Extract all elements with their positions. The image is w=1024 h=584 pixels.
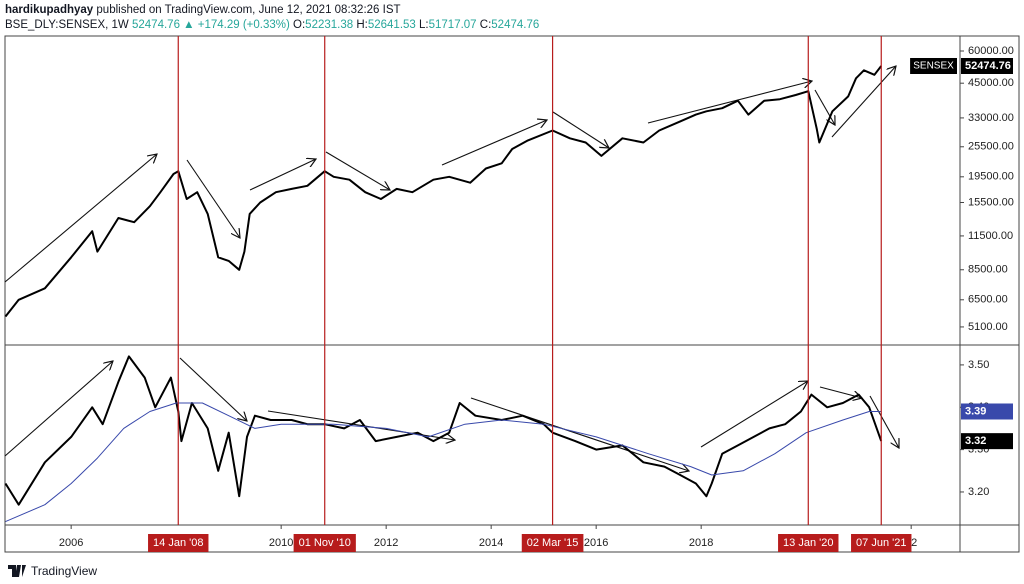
- trend-arrow: [179, 357, 247, 421]
- published: published on TradingView.com, June 12, 2…: [96, 4, 401, 16]
- change: ▲ +174.29 (+0.33%): [183, 19, 290, 31]
- x-tick-label: 2014: [479, 537, 503, 549]
- date-label: 14 Jan '08: [153, 537, 203, 549]
- brand-name: TradingView: [31, 564, 98, 578]
- date-label-bg: [778, 534, 839, 552]
- trend-arrow: [441, 120, 547, 166]
- header-line-2: BSE_DLY:SENSEX, 1W 52474.76 ▲ +174.29 (+…: [5, 19, 539, 31]
- brand: TradingView: [8, 564, 97, 578]
- price-tag: 52474.76: [965, 60, 1011, 72]
- date-label: 13 Jan '20: [783, 537, 833, 549]
- date-label-bg: [293, 534, 356, 552]
- chart: 60000.00 45000.00 33000.00 25500.00 19500.00…: [4, 35, 1020, 553]
- trend-arrow: [249, 159, 316, 191]
- y-tick-label: 6500.00: [968, 294, 1008, 306]
- c-label: C:: [479, 19, 492, 31]
- trend-arrow: [267, 410, 455, 440]
- price-tag-bg: [961, 57, 1013, 74]
- o-label: O:: [293, 19, 306, 31]
- date-label-bg: [851, 534, 912, 552]
- l-label: L:: [419, 19, 429, 31]
- trend-arrow: [700, 381, 808, 448]
- h-label: H:: [356, 19, 368, 31]
- series-name-tag: SENSEX: [913, 61, 954, 72]
- series-name-bg: [910, 57, 957, 74]
- y-tick-label: 8500.00: [968, 264, 1008, 276]
- trend-arrow: [325, 151, 390, 190]
- y-tick-label: 60000.00: [968, 45, 1014, 57]
- price-tag: 3.32: [965, 435, 986, 447]
- series-line: [5, 402, 882, 523]
- y-tick-label: 3.50: [968, 359, 989, 371]
- trend-arrow: [552, 111, 609, 148]
- trend-arrow: [4, 154, 157, 283]
- y-tick-label: 5100.00: [968, 321, 1008, 333]
- trend-arrow: [647, 81, 812, 124]
- y-tick-label: 11500.00: [968, 230, 1013, 242]
- y-tick-label: 33000.00: [968, 112, 1014, 124]
- x-tick-label: 2006: [59, 537, 83, 549]
- x-tick-label: 2012: [374, 537, 398, 549]
- date-label-bg: [521, 534, 584, 552]
- trend-arrow: [831, 66, 896, 138]
- y-tick-label: 3.20: [968, 486, 989, 498]
- x-tick-label: 2010: [269, 537, 293, 549]
- date-label: 01 Nov '10: [299, 537, 351, 549]
- price-tag-bg: [961, 403, 1013, 420]
- header-line-1: hardikupadhyay published on TradingView.…: [5, 4, 401, 16]
- series-line: [4, 65, 882, 318]
- trend-arrow: [4, 361, 113, 457]
- x-tick-label: 2016: [584, 537, 608, 549]
- trend-arrow: [186, 159, 240, 238]
- y-tick-label: 15500.00: [968, 196, 1014, 208]
- close: 52474.76: [491, 19, 540, 31]
- trend-arrow: [814, 89, 835, 125]
- brand-logo: [8, 565, 26, 577]
- y-tick-label: 45000.00: [968, 77, 1014, 89]
- date-label: 07 Jun '21: [856, 537, 906, 549]
- symbol: BSE_DLY:SENSEX, 1W: [5, 19, 129, 31]
- low: 51717.07: [428, 19, 477, 31]
- y-tick-label: 19500.00: [968, 171, 1014, 183]
- open: 52231.38: [305, 19, 354, 31]
- annotation-arrows: [4, 66, 899, 471]
- series-line: [4, 355, 883, 506]
- price: 52474.76: [132, 19, 180, 31]
- high: 52641.53: [367, 19, 416, 31]
- date-label: 02 Mar '15: [527, 537, 579, 549]
- price-tag: 3.39: [965, 405, 986, 417]
- x-tick-label: 2018: [689, 537, 713, 549]
- author: hardikupadhyay: [5, 4, 94, 16]
- price-tag-bg: [961, 433, 1013, 450]
- date-label-bg: [148, 534, 209, 552]
- trend-arrow: [869, 395, 899, 448]
- frame: [4, 35, 1020, 553]
- y-tick-label: 25500.00: [968, 141, 1014, 153]
- trend-arrow: [470, 397, 689, 471]
